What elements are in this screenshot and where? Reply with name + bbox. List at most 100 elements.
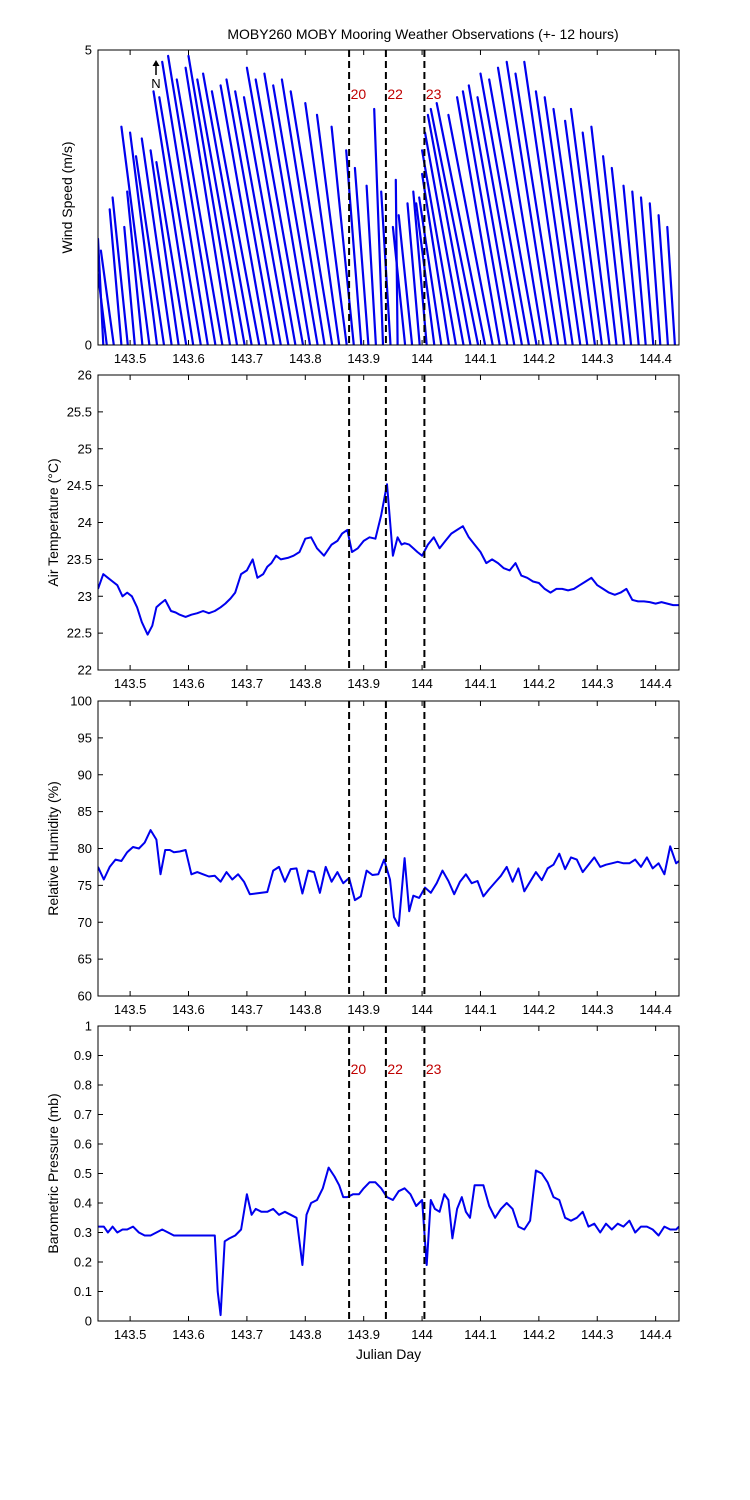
y-tick-label: 26 [78, 368, 92, 383]
wind-stick [242, 96, 290, 345]
x-tick-label: 144.4 [639, 1002, 672, 1017]
wind-stick [622, 184, 640, 345]
wind-stick [639, 196, 655, 345]
wind-stick [353, 166, 370, 345]
x-tick-label: 144.3 [581, 676, 614, 691]
x-tick-label: 143.9 [347, 1327, 380, 1342]
x-tick-label: 143.6 [172, 676, 205, 691]
wind-stick [111, 196, 129, 345]
x-tick-label: 143.6 [172, 1327, 205, 1342]
wind-stick [505, 60, 553, 345]
y-tick-label: 25.5 [67, 404, 92, 419]
x-axis-label: Julian Day [356, 1346, 421, 1362]
y-axis-label: Air Temperature (°C) [45, 458, 61, 586]
x-tick-label: 143.5 [114, 1002, 147, 1017]
wind-stick [272, 84, 319, 345]
wind-stick [421, 172, 450, 345]
wind-stick [202, 72, 253, 345]
x-tick-label: 144 [411, 351, 433, 366]
wind-stick [601, 155, 626, 345]
wind-stick [406, 202, 421, 345]
wind-stick [467, 84, 516, 345]
wind-stick [184, 66, 232, 345]
y-tick-label: 0.8 [74, 1078, 92, 1093]
x-tick-label: 143.8 [289, 1327, 322, 1342]
x-tick-label: 143.5 [114, 351, 147, 366]
x-tick-label: 143.7 [231, 1002, 264, 1017]
x-tick-label: 144.4 [639, 676, 672, 691]
wind-stick [152, 90, 195, 345]
wind-stick [219, 84, 268, 345]
wind-stick [563, 119, 597, 345]
y-tick-label: 0.6 [74, 1137, 92, 1152]
wind-stick [99, 249, 115, 345]
wind-stick [373, 107, 385, 345]
y-tick-label: 0.3 [74, 1225, 92, 1240]
y-tick-label: 1 [85, 1019, 92, 1034]
x-tick-label: 143.5 [114, 1327, 147, 1342]
y-tick-label: 65 [78, 952, 92, 967]
wind-stick [175, 78, 224, 345]
wind-stick [461, 90, 509, 345]
x-tick-label: 143.9 [347, 676, 380, 691]
y-tick-label: 0.5 [74, 1166, 92, 1181]
wind-stick [234, 90, 282, 345]
x-tick-label: 143.6 [172, 351, 205, 366]
wind-stick [447, 113, 494, 345]
wind-stick [98, 273, 108, 345]
x-tick-label: 144 [411, 1327, 433, 1342]
y-tick-label: 85 [78, 804, 92, 819]
x-tick-label: 144 [411, 676, 433, 691]
wind-stick [426, 113, 472, 345]
north-arrowhead-icon [152, 60, 160, 66]
wind-stick [187, 54, 239, 345]
wind-stick [108, 208, 123, 345]
x-tick-label: 143.6 [172, 1002, 205, 1017]
wind-stick [534, 90, 574, 345]
x-tick-label: 144.2 [523, 351, 556, 366]
wind-stick [365, 184, 377, 345]
y-tick-label: 0.2 [74, 1255, 92, 1270]
x-tick-label: 144.1 [464, 676, 497, 691]
wind-stick [129, 131, 159, 345]
y-tick-label: 0.7 [74, 1107, 92, 1122]
plot-data [98, 483, 679, 636]
y-tick-label: 22 [78, 663, 92, 678]
x-tick-label: 143.8 [289, 351, 322, 366]
x-tick-label: 144.2 [523, 676, 556, 691]
wind-stick [380, 190, 392, 345]
y-tick-label: 0.9 [74, 1048, 92, 1063]
wind-stick [167, 54, 217, 345]
y-tick-label: 0.4 [74, 1196, 92, 1211]
wind-stick [543, 96, 582, 345]
x-tick-label: 144.1 [464, 1327, 497, 1342]
wind-stick [590, 125, 618, 345]
wind-stick [476, 96, 524, 345]
x-tick-label: 143.9 [347, 351, 380, 366]
y-tick-label: 24 [78, 515, 92, 530]
series-line [98, 829, 679, 927]
wind-stick [140, 137, 173, 345]
y-tick-label: 0.1 [74, 1284, 92, 1299]
barometric-pressure-panel: 20 22 23 143.5 143.6 143.7 143.8 143.9 144 144.1 1… [45, 1019, 680, 1362]
wind-stick [289, 90, 334, 345]
wind-stick [210, 90, 261, 345]
x-tick-label: 143.7 [231, 1327, 264, 1342]
x-tick-label: 143.7 [231, 351, 264, 366]
marker-label: 22 [387, 86, 403, 102]
marker-label: 20 [351, 1061, 367, 1077]
x-tick-label: 144.2 [523, 1002, 556, 1017]
x-tick-label: 144.3 [581, 1327, 614, 1342]
wind-stick [397, 214, 414, 345]
marker-label: 23 [426, 1061, 442, 1077]
x-tick-label: 143.7 [231, 676, 264, 691]
y-tick-label: 60 [78, 989, 92, 1004]
wind-stick [263, 72, 312, 345]
wind-speed-panel: 20 22 23 143.5 143.6 143.7 143.8 143.9 144 144.1 1… [59, 43, 680, 366]
x-tick-label: 144.1 [464, 1002, 497, 1017]
wind-stick [225, 78, 275, 345]
x-tick-label: 143.8 [289, 1002, 322, 1017]
wind-stick [429, 107, 480, 345]
